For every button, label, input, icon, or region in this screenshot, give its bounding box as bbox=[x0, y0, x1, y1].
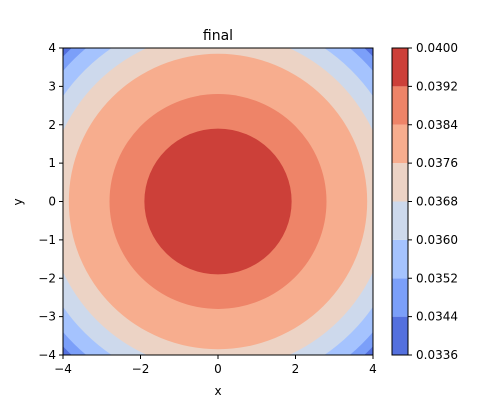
y-tick-label: −4 bbox=[38, 348, 56, 362]
colorbar-segment bbox=[392, 86, 408, 124]
y-tick-label: 3 bbox=[48, 79, 56, 93]
y-axis-label: y bbox=[11, 198, 25, 205]
y-tick-label: −3 bbox=[38, 310, 56, 324]
colorbar-tick-label: 0.0368 bbox=[416, 195, 458, 209]
chart-title: final bbox=[203, 28, 233, 44]
y-axis: −4 −3 −2 −1 0 1 2 3 4 bbox=[38, 41, 63, 362]
colorbar-tick-label: 0.0336 bbox=[416, 348, 458, 362]
y-tick-label: 4 bbox=[48, 41, 56, 55]
colorbar-segment bbox=[392, 163, 408, 201]
x-tick-label: 0 bbox=[214, 362, 222, 376]
y-tick-label: −2 bbox=[38, 271, 56, 285]
y-tick-label: −1 bbox=[38, 233, 56, 247]
x-axis: −4 −2 0 2 4 bbox=[54, 355, 377, 376]
colorbar-segment bbox=[392, 240, 408, 278]
y-tick-label: 0 bbox=[48, 195, 56, 209]
colorbar-tick-label: 0.0352 bbox=[416, 271, 458, 285]
colorbar-tick-label: 0.0360 bbox=[416, 233, 458, 247]
y-tick-label: 1 bbox=[48, 156, 56, 170]
colorbar-segment bbox=[392, 125, 408, 163]
colorbar-segment bbox=[392, 317, 408, 355]
x-tick-label: 4 bbox=[369, 362, 377, 376]
x-tick-label: 2 bbox=[292, 362, 300, 376]
colorbar-segment bbox=[392, 202, 408, 240]
x-tick-label: −4 bbox=[54, 362, 72, 376]
colorbar: 0.0336 0.0344 0.0352 0.0360 0.0368 0.0376 0.03… bbox=[392, 41, 458, 362]
colorbar-segment bbox=[392, 278, 408, 316]
y-tick-label: 2 bbox=[48, 118, 56, 132]
colorbar-tick-label: 0.0384 bbox=[416, 118, 458, 132]
plot-area bbox=[5, 0, 431, 400]
colorbar-segment bbox=[392, 48, 408, 86]
contour-band-7 bbox=[144, 129, 291, 275]
x-tick-label: −2 bbox=[132, 362, 150, 376]
colorbar-tick-label: 0.0400 bbox=[416, 41, 458, 55]
colorbar-tick-label: 0.0344 bbox=[416, 310, 458, 324]
colorbar-tick-label: 0.0376 bbox=[416, 156, 458, 170]
x-axis-label: x bbox=[214, 384, 221, 398]
colorbar-tick-label: 0.0392 bbox=[416, 79, 458, 93]
